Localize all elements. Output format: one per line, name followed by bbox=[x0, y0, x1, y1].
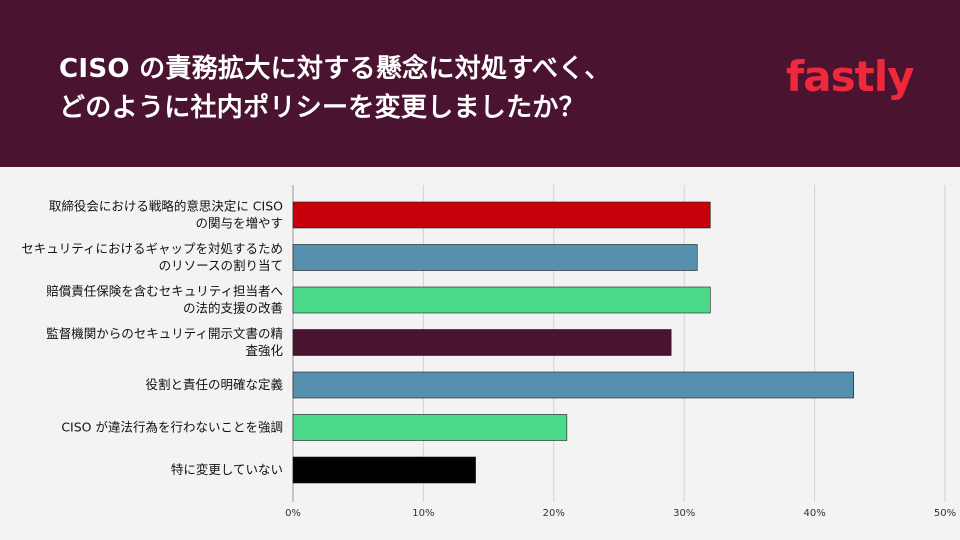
bar bbox=[292, 286, 711, 314]
category-label: の法的支援の改善 bbox=[183, 301, 283, 316]
title-line-1: CISO の責務拡大に対する懸念に対処すべく、 bbox=[59, 54, 611, 84]
bar bbox=[292, 456, 476, 484]
bar bbox=[292, 414, 568, 441]
fastly-logo: fastly bbox=[786, 52, 914, 101]
category-label: の関与を増やす bbox=[195, 216, 283, 231]
x-tick-label: 20% bbox=[543, 508, 565, 519]
x-tick-label: 30% bbox=[673, 508, 695, 519]
bar bbox=[292, 201, 711, 229]
slide-title: CISO の責務拡大に対する懸念に対処すべく、 どのように社内ポリシーを変更しま… bbox=[59, 50, 611, 128]
category-label: のリソースの割り当て bbox=[159, 258, 283, 273]
chart-category-labels: 取締役会における戦略的意思決定に CISO の関与を増やすセキュリティにおけるギャ… bbox=[21, 199, 283, 478]
x-tick-label: 0% bbox=[285, 508, 301, 519]
category-label: セキュリティにおけるギャップを対処するため bbox=[21, 241, 283, 256]
x-tick-label: 50% bbox=[934, 508, 956, 519]
category-label: 監督機関からのセキュリティ開示文書の精 bbox=[46, 326, 283, 341]
category-label: 取締役会における戦略的意思決定に CISO bbox=[49, 199, 283, 214]
x-tick-label: 40% bbox=[803, 508, 825, 519]
bar bbox=[292, 329, 672, 356]
category-label: 査強化 bbox=[245, 343, 283, 358]
chart-x-ticks: 0% 10% 20% 30% 40% 50% bbox=[285, 508, 956, 519]
category-label: CISO が違法行為を行わないことを強調 bbox=[61, 420, 283, 435]
header-band: CISO の責務拡大に対する懸念に対処すべく、 どのように社内ポリシーを変更しま… bbox=[0, 0, 960, 167]
bar bbox=[292, 244, 698, 271]
category-label: 賠償責任保険を含むセキュリティ担当者へ bbox=[46, 284, 283, 299]
chart-bars bbox=[292, 201, 855, 484]
bar-chart: 取締役会における戦略的意思決定に CISO の関与を増やすセキュリティにおけるギャ… bbox=[21, 185, 956, 519]
x-tick-label: 10% bbox=[412, 508, 434, 519]
bar bbox=[292, 371, 855, 399]
category-label: 役割と責任の明確な定義 bbox=[145, 377, 283, 392]
category-label: 特に変更していない bbox=[171, 462, 283, 477]
title-line-2: どのように社内ポリシーを変更しましたか？ bbox=[59, 93, 586, 123]
